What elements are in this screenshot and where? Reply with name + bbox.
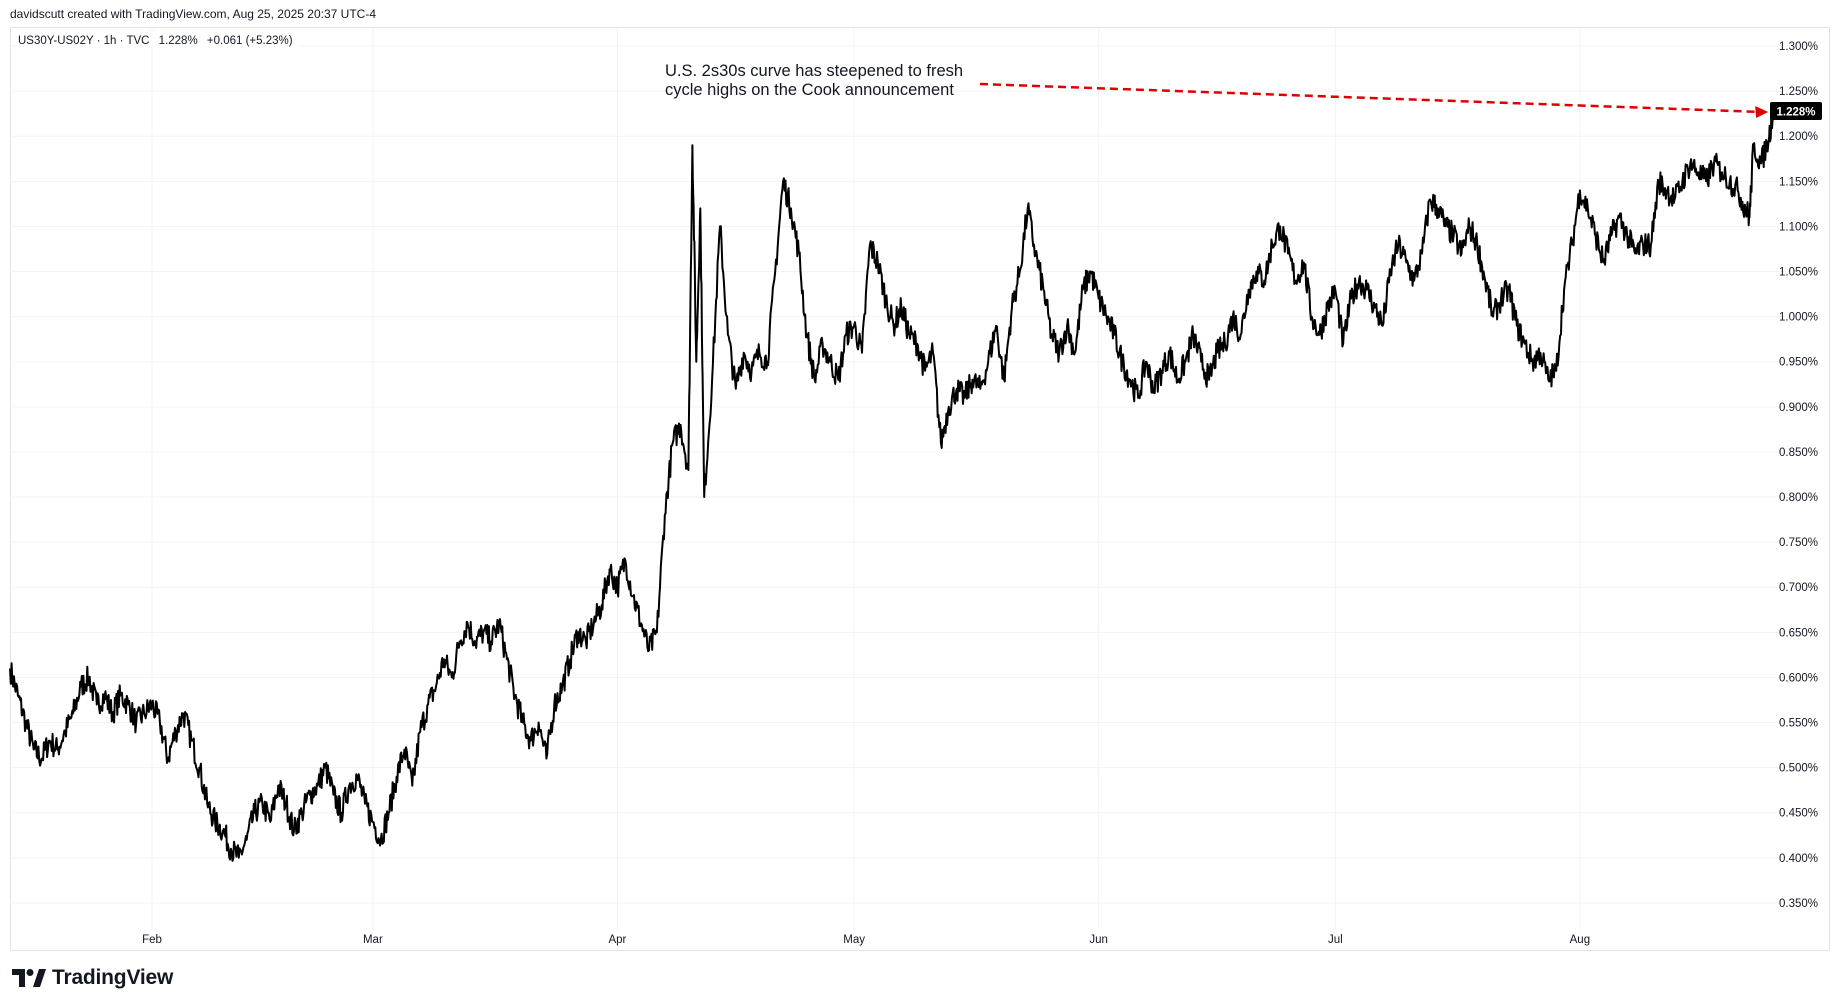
grid-lines (10, 28, 1785, 930)
last-value-marker: 1.228% (1770, 101, 1822, 120)
y-tick-label: 0.950% (1779, 357, 1818, 369)
y-tick-label: 0.650% (1779, 627, 1818, 639)
x-tick-label: Mar (363, 934, 383, 946)
y-axis: 1.300% 1.250% 1.200% 1.150% 1.100% 1.050% 1.00… (1779, 41, 1818, 910)
y-tick-label: 0.750% (1779, 537, 1818, 549)
y-tick-label: 0.550% (1779, 718, 1818, 730)
last-value: 1.228% (158, 35, 198, 47)
x-tick-label: Apr (608, 934, 626, 946)
arrow-shaft (979, 82, 1762, 114)
y-tick-label: 1.300% (1779, 41, 1818, 53)
y-tick-label: 1.200% (1779, 131, 1818, 143)
annotation-line-2: cycle highs on the Cook announcement (665, 81, 954, 99)
y-tick-label: 0.850% (1779, 447, 1818, 459)
y-tick-label: 0.700% (1779, 582, 1818, 594)
annotation-arrow (979, 82, 1769, 118)
y-tick-label: 1.100% (1779, 221, 1818, 233)
x-tick-label: Jul (1328, 934, 1343, 946)
y-tick-label: 1.050% (1779, 267, 1818, 279)
y-tick-label: 0.400% (1779, 853, 1818, 865)
price-chart[interactable]: 1.300% 1.250% 1.200% 1.150% 1.100% 1.050% 1.00… (0, 0, 1835, 960)
chart-annotation[interactable]: U.S. 2s30s curve has steepened to fresh … (665, 62, 995, 100)
x-tick-label: Jun (1089, 934, 1108, 946)
y-tick-label: 0.350% (1779, 898, 1818, 910)
tradingview-logo-icon (12, 969, 46, 987)
arrow-head (1755, 105, 1769, 118)
change-value: +0.061 (+5.23%) (206, 35, 293, 47)
y-tick-label: 0.800% (1779, 492, 1818, 504)
x-axis: Feb Mar Apr May Jun Jul Aug (142, 934, 1590, 946)
chart-attribution: davidscutt created with TradingView.com,… (10, 7, 376, 21)
y-tick-label: 0.500% (1779, 763, 1818, 775)
annotation-line-1: U.S. 2s30s curve has steepened to fresh (665, 62, 964, 80)
y-tick-label: 1.250% (1779, 86, 1818, 98)
brand-name: TradingView (52, 966, 174, 989)
x-tick-label: Feb (142, 934, 162, 946)
chart-frame (10, 27, 1830, 951)
last-value-box (1770, 101, 1822, 120)
tradingview-logo[interactable]: TradingView (12, 966, 173, 990)
last-value-label: 1.228% (1776, 106, 1815, 118)
series-line (9, 110, 1775, 862)
y-tick-label: 0.450% (1779, 808, 1818, 820)
series-layer (9, 107, 1777, 862)
x-tick-label: May (843, 934, 865, 946)
y-tick-label: 1.150% (1779, 176, 1818, 188)
y-tick-label: 0.900% (1779, 402, 1818, 414)
y-tick-label: 0.600% (1779, 672, 1818, 684)
y-tick-label: 1.000% (1779, 312, 1818, 324)
symbol-label[interactable]: US30Y-US02Y · 1h · TVC (18, 35, 150, 47)
symbol-legend: US30Y-US02Y · 1h · TVC 1.228% +0.061 (+5… (18, 35, 299, 47)
x-tick-label: Aug (1570, 934, 1590, 946)
